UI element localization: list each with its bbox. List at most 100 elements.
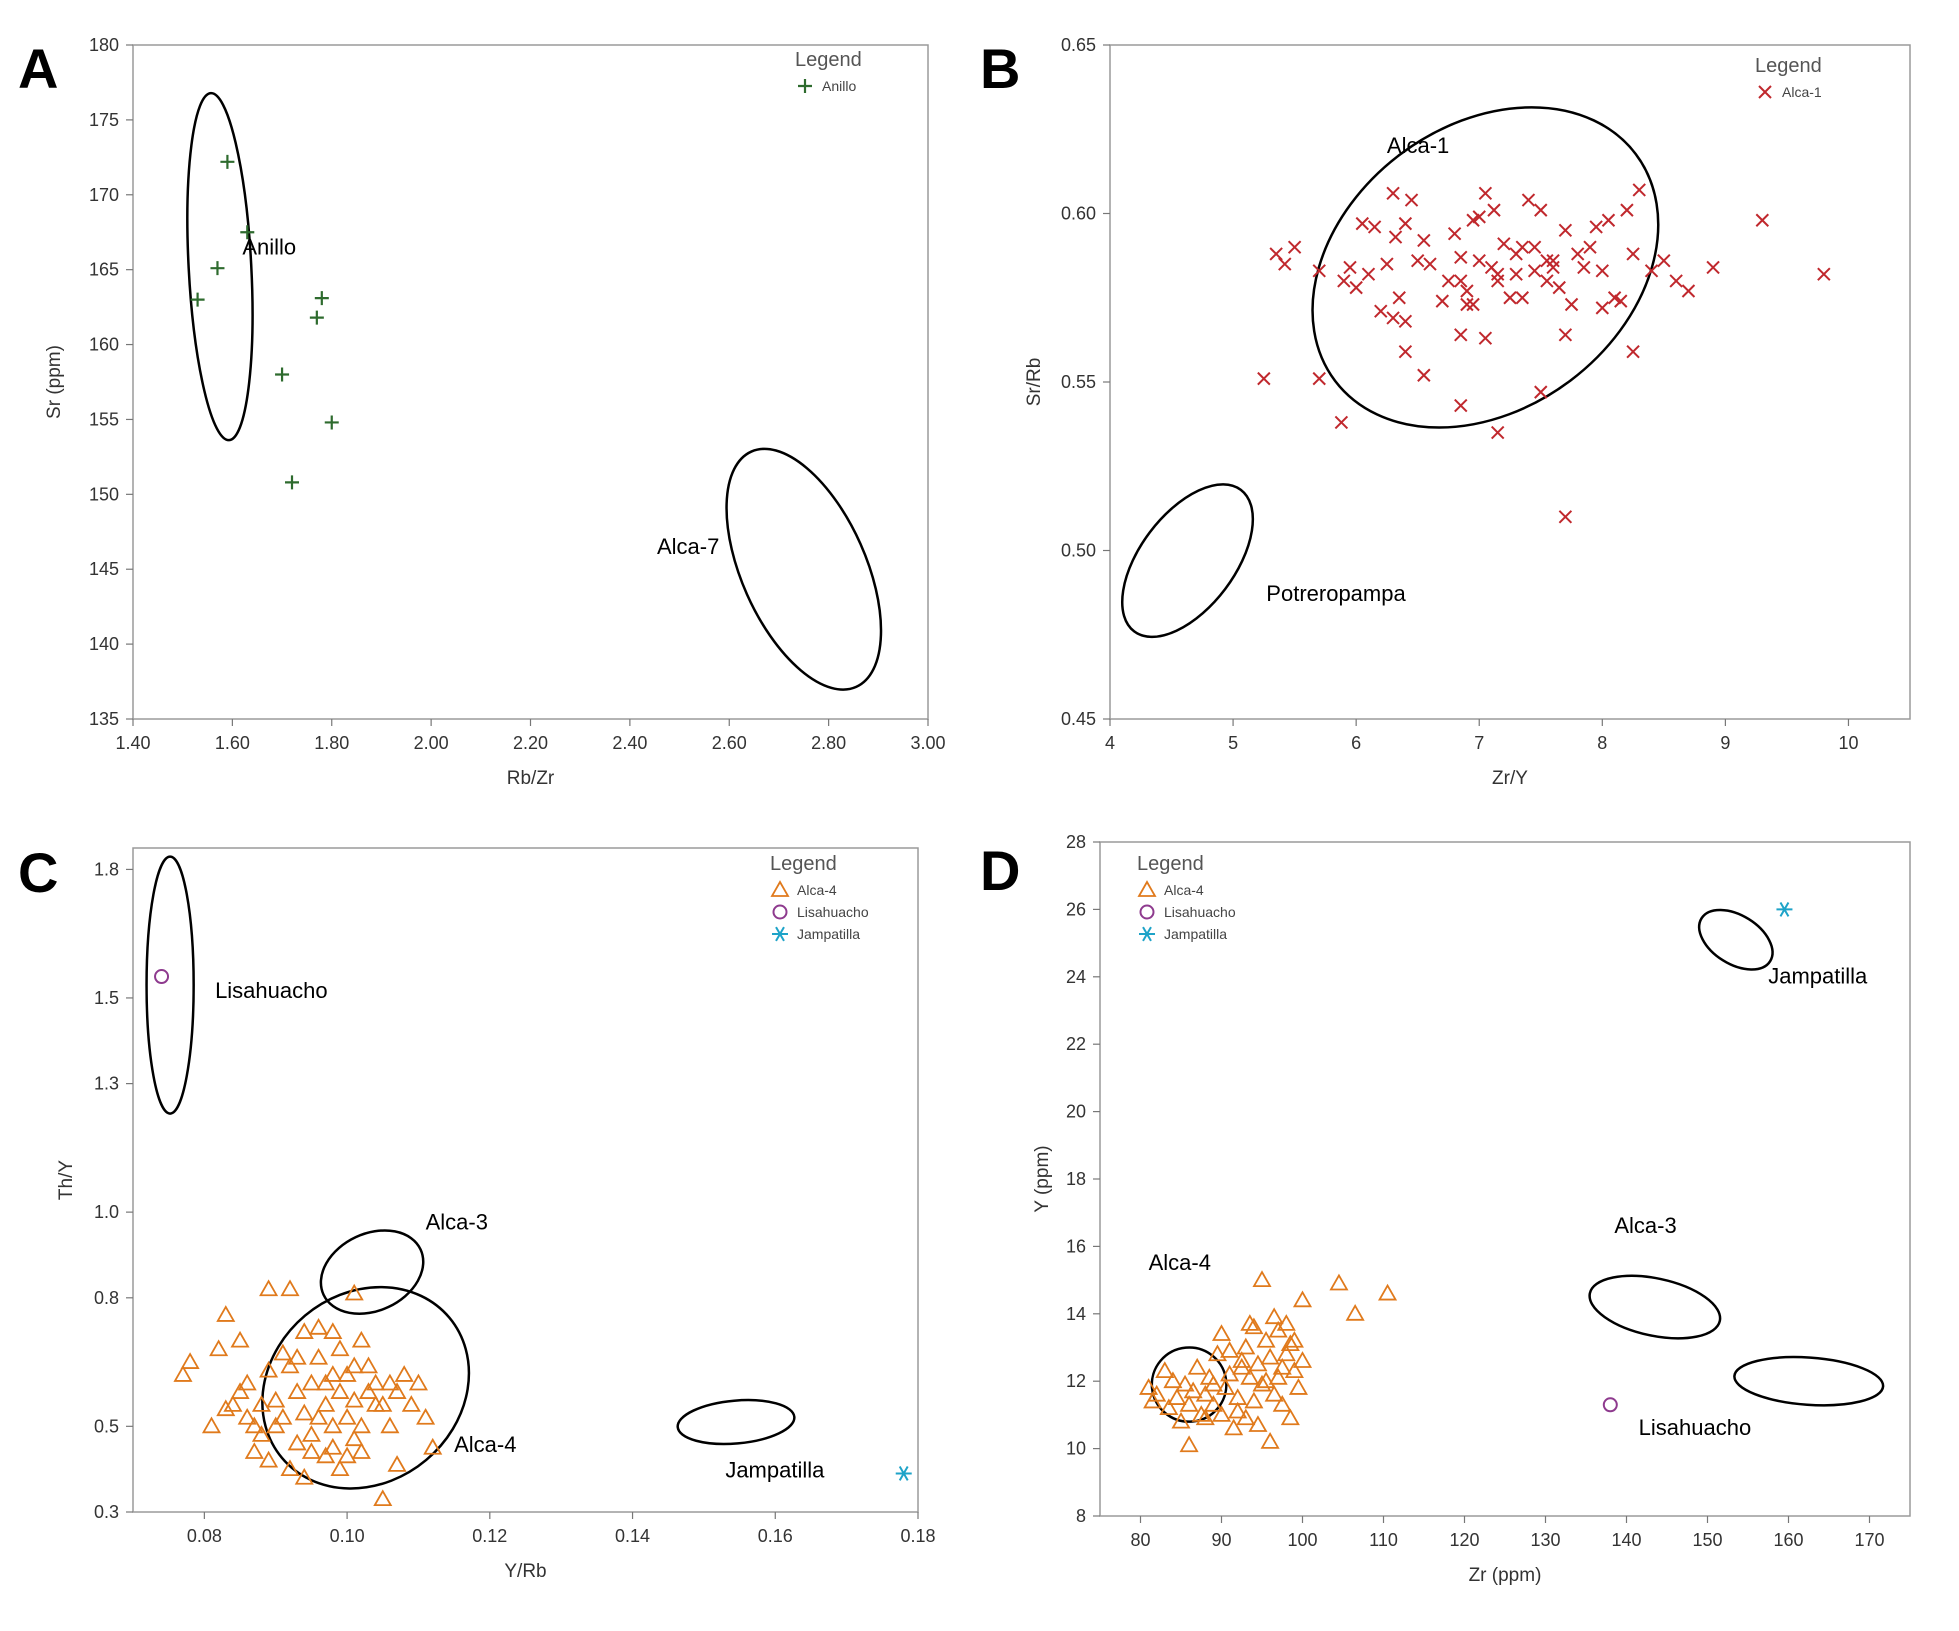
- data-point: [273, 1407, 293, 1425]
- y-tick-label: 12: [1066, 1371, 1086, 1391]
- data-point: [1179, 1435, 1199, 1453]
- ellipse-label: Jampatilla: [725, 1458, 825, 1483]
- data-point: [1472, 253, 1486, 268]
- data-point: [259, 1279, 279, 1297]
- ellipse-lisahuacho: [145, 855, 195, 1115]
- data-point: [316, 1395, 336, 1412]
- ellipse-alca-3: [319, 1229, 425, 1315]
- legend-entry: Alca-4: [1164, 882, 1204, 898]
- legend-entry: Alca-1: [1782, 84, 1822, 100]
- y-axis-label: Th/Y: [56, 1160, 77, 1200]
- y-tick-label: 150: [89, 484, 119, 504]
- x-tick-label: 2.80: [811, 733, 846, 753]
- data-point: [1380, 257, 1394, 271]
- data-point: [1527, 264, 1542, 278]
- y-tick-label: 0.55: [1061, 372, 1096, 392]
- data-point: [280, 1279, 300, 1297]
- data-point: [173, 1365, 193, 1382]
- y-tick-label: 155: [89, 409, 119, 429]
- data-point: [223, 1395, 243, 1412]
- legend: Legend Anillo: [795, 49, 862, 94]
- data-point: [190, 292, 205, 307]
- ellipse-label: Alca-4: [454, 1432, 516, 1457]
- x-tick-label: 140: [1611, 1530, 1641, 1550]
- data-point: [285, 475, 299, 490]
- ellipse-alca-7: [725, 447, 883, 691]
- data-point: [1256, 1330, 1276, 1348]
- data-point: [1284, 1361, 1304, 1378]
- y-tick-label: 14: [1066, 1304, 1086, 1324]
- data-point: [1632, 183, 1646, 197]
- data-point: [216, 1399, 236, 1417]
- y-tick-label: 0.45: [1061, 709, 1096, 729]
- x-tick-label: 2.00: [414, 733, 449, 753]
- data-point: [1589, 220, 1603, 234]
- data-point: [1171, 1411, 1191, 1429]
- data-point: [1220, 1341, 1240, 1358]
- data-point: [220, 154, 235, 169]
- data-point: [1284, 1330, 1304, 1348]
- x-tick-label: 0.12: [472, 1526, 507, 1546]
- data-point: [309, 310, 324, 325]
- data-point: [1260, 1347, 1280, 1365]
- data-point: [1454, 274, 1468, 288]
- data-point: [1252, 1374, 1272, 1392]
- legend-marker: [798, 79, 812, 93]
- data-point: [1292, 1290, 1313, 1308]
- ellipse-label: Anillo: [242, 235, 296, 260]
- data-point: [1503, 291, 1517, 305]
- data-point: [1244, 1317, 1264, 1335]
- y-tick-label: 170: [89, 185, 119, 205]
- x-tick-label: 1.60: [215, 733, 250, 753]
- x-tick-label: 0.10: [330, 1526, 365, 1546]
- y-tick-label: 8: [1076, 1506, 1086, 1526]
- data-point: [1388, 230, 1403, 244]
- data-point: [294, 1467, 314, 1485]
- x-tick-label: 90: [1211, 1530, 1231, 1550]
- data-point: [1497, 237, 1511, 251]
- x-tick-label: 9: [1720, 733, 1730, 753]
- data-point: [1478, 186, 1493, 200]
- plot-frame: [132, 847, 919, 1513]
- ellipse-alca-3: [1588, 1274, 1722, 1340]
- data-point: [1454, 398, 1468, 413]
- data-point: [1441, 274, 1456, 288]
- y-tick-label: 0.65: [1061, 35, 1096, 55]
- y-tick-label: 26: [1066, 899, 1086, 919]
- ellipse-potreropampa: [1120, 483, 1255, 639]
- data-point: [287, 1433, 307, 1451]
- data-point: [1179, 1394, 1199, 1412]
- x-tick-label: 6: [1351, 733, 1361, 753]
- data-point: [1423, 257, 1437, 271]
- y-tick-label: 16: [1066, 1236, 1086, 1256]
- data-point: [337, 1407, 357, 1425]
- legend-entry: Lisahuacho: [1164, 904, 1236, 920]
- data-point: [1312, 371, 1326, 386]
- data-point: [1232, 1351, 1252, 1368]
- y-tick-label: 28: [1066, 832, 1086, 852]
- legend-entry: Lisahuacho: [797, 904, 869, 920]
- panel-a: A 1.40 1.60 1.80 2.00 2.20 2.40 2.60 2.80 3.00 135…: [18, 35, 946, 789]
- data-point: [1236, 1337, 1256, 1355]
- ellipse-label: Lisahuacho: [1639, 1415, 1752, 1440]
- y-tick-label: 1.0: [94, 1202, 119, 1222]
- x-axis-label: Rb/Zr: [507, 768, 555, 789]
- data-point: [201, 1416, 222, 1434]
- data-point: [1163, 1371, 1183, 1389]
- series-jampatilla: [895, 1466, 912, 1481]
- data-point: [244, 1442, 264, 1459]
- y-tick-label: 0.8: [94, 1288, 119, 1308]
- data-point: [237, 1407, 257, 1425]
- x-tick-label: 7: [1474, 733, 1484, 753]
- data-point: [323, 1416, 343, 1434]
- ellipse-jampatilla: [676, 1398, 796, 1446]
- data-point: [323, 1437, 343, 1455]
- ellipse-alca-1: [1311, 106, 1660, 429]
- data-point: [1392, 291, 1406, 305]
- data-point: [1398, 216, 1413, 231]
- x-tick-label: 5: [1228, 733, 1238, 753]
- data-point: [287, 1382, 307, 1399]
- data-point: [1355, 216, 1370, 231]
- data-point: [1195, 1384, 1215, 1402]
- plot-frame: [1099, 841, 1911, 1517]
